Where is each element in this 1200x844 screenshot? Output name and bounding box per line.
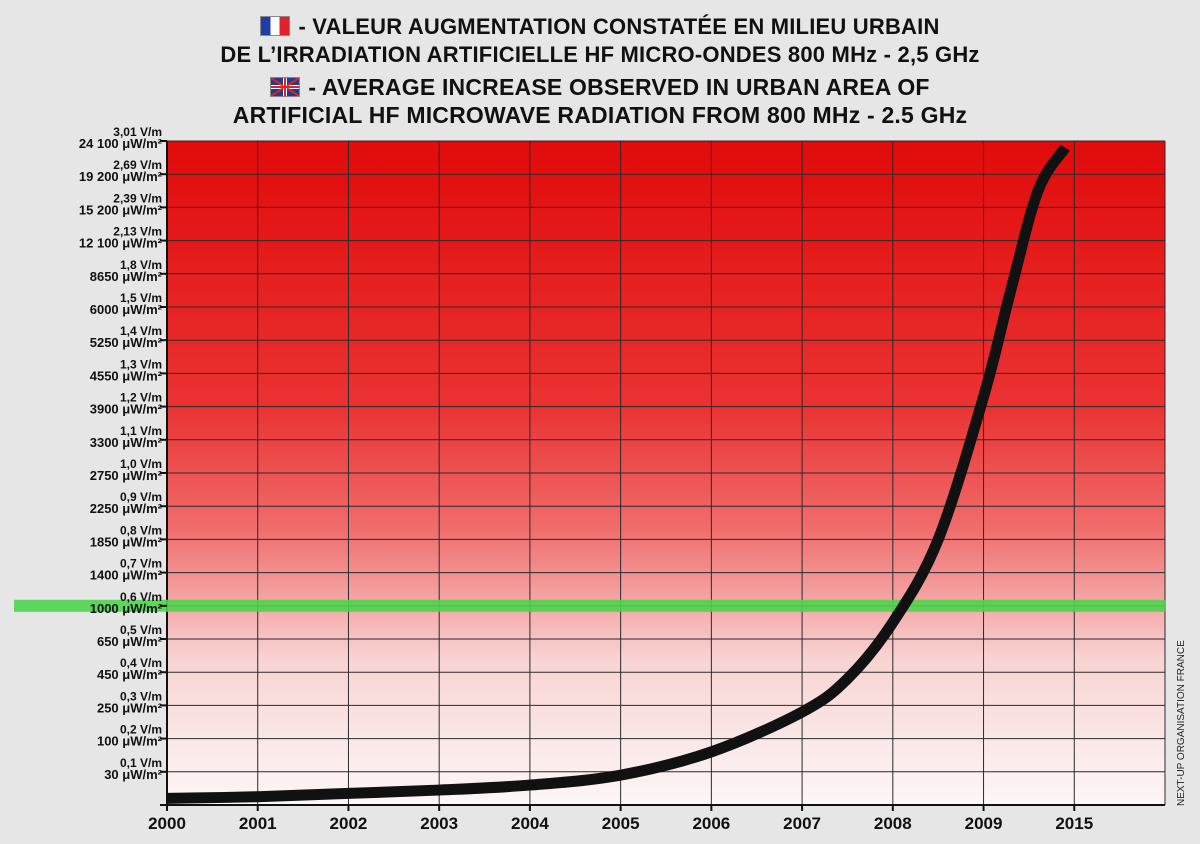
y-tick-label-vm: 0,9 V/m <box>120 490 162 504</box>
y-tick-label-uw: 650 μW/m² <box>97 634 163 649</box>
x-tick-label: 2008 <box>874 814 912 833</box>
title-en-line1: - AVERAGE INCREASE OBSERVED IN URBAN ARE… <box>308 74 930 100</box>
y-tick-label-uw: 100 μW/m² <box>97 734 163 749</box>
y-tick-label-uw: 3900 μW/m² <box>90 402 163 417</box>
y-tick-label-vm: 1,5 V/m <box>120 291 162 305</box>
y-tick-label-vm: 0,2 V/m <box>120 723 162 737</box>
y-tick-label-uw: 1400 μW/m² <box>90 568 163 583</box>
y-tick-label-uw: 30 μW/m² <box>104 767 162 782</box>
y-tick-label-uw: 3300 μW/m² <box>90 435 163 450</box>
y-tick-label-vm: 1,8 V/m <box>120 258 162 272</box>
x-tick-label: 2015 <box>1055 814 1093 833</box>
title-fr-line1: - VALEUR AUGMENTATION CONSTATÉE EN MILIE… <box>298 14 940 39</box>
title-fr-line1-row: - VALEUR AUGMENTATION CONSTATÉE EN MILIE… <box>0 14 1200 40</box>
y-tick-label-vm: 0,1 V/m <box>120 756 162 770</box>
y-tick-label-uw: 6000 μW/m² <box>90 302 163 317</box>
y-tick-label-uw: 24 100 μW/m² <box>79 136 163 151</box>
title-en-line1-row: - AVERAGE INCREASE OBSERVED IN URBAN ARE… <box>0 74 1200 101</box>
uk-flag-icon <box>270 77 301 97</box>
y-tick-label-vm: 0,7 V/m <box>120 557 162 571</box>
y-tick-label-vm: 2,39 V/m <box>113 191 162 205</box>
y-tick-label-uw: 12 100 μW/m² <box>79 236 163 251</box>
y-tick-label-uw: 450 μW/m² <box>97 667 163 682</box>
y-tick-label-vm: 1,3 V/m <box>120 357 162 371</box>
y-tick-label-vm: 2,13 V/m <box>113 225 162 239</box>
y-tick-label-vm: 0,3 V/m <box>120 689 162 703</box>
title-fr-line2: DE L’IRRADIATION ARTIFICIELLE HF MICRO-O… <box>220 42 980 67</box>
france-flag-icon <box>260 16 291 36</box>
x-tick-label: 2005 <box>602 814 640 833</box>
credit-text: NEXT-UP ORGANISATION FRANCE <box>1176 640 1187 806</box>
x-tick-label: 2009 <box>965 814 1003 833</box>
y-tick-label-vm: 0,8 V/m <box>120 523 162 537</box>
y-tick-label-uw: 2250 μW/m² <box>90 501 163 516</box>
x-tick-label: 2003 <box>420 814 458 833</box>
y-tick-label-uw: 4550 μW/m² <box>90 368 163 383</box>
y-tick-label-vm: 0,5 V/m <box>120 623 162 637</box>
y-tick-label-uw: 15 200 μW/m² <box>79 202 163 217</box>
y-tick-label-vm: 3,01 V/m <box>113 125 162 139</box>
threshold-band-1000 <box>14 599 1166 612</box>
y-tick-label-uw: 1850 μW/m² <box>90 534 163 549</box>
x-tick-label: 2002 <box>330 814 368 833</box>
x-tick-label: 2001 <box>239 814 277 833</box>
series-line-increase <box>166 144 1070 804</box>
y-tick-label-uw: 1000 μW/m² <box>90 601 163 616</box>
y-tick-label-vm: 1,0 V/m <box>120 457 162 471</box>
y-tick-label-vm: 2,69 V/m <box>113 158 162 172</box>
y-tick-label-vm: 0,6 V/m <box>120 590 162 604</box>
y-tick-label-vm: 1,2 V/m <box>120 391 162 405</box>
y-tick-label-uw: 8650 μW/m² <box>90 269 163 284</box>
y-tick-label-uw: 250 μW/m² <box>97 700 163 715</box>
y-tick-label-vm: 0,4 V/m <box>120 656 162 670</box>
y-tick-label-uw: 2750 μW/m² <box>90 468 163 483</box>
x-tick-label: 2007 <box>783 814 821 833</box>
title-en-line2: ARTIFICIAL HF MICROWAVE RADIATION FROM 8… <box>232 102 968 128</box>
x-tick-label: 2000 <box>148 814 186 833</box>
y-tick-label-uw: 5250 μW/m² <box>90 335 163 350</box>
y-tick-label-uw: 19 200 μW/m² <box>79 169 163 184</box>
y-tick-label-vm: 1,4 V/m <box>120 324 162 338</box>
y-tick-label-vm: 1,1 V/m <box>120 424 162 438</box>
x-tick-label: 2006 <box>692 814 730 833</box>
x-tick-label: 2004 <box>511 814 549 833</box>
